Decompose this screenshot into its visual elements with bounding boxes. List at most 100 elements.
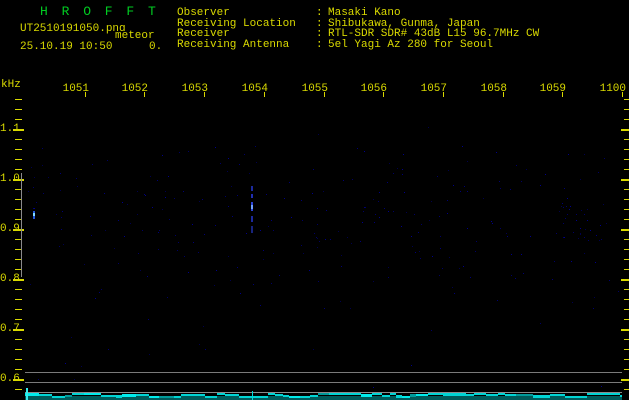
noise-pixel (232, 216, 233, 217)
noise-pixel (244, 154, 245, 155)
level-gridline (25, 372, 622, 373)
noise-pixel (317, 208, 318, 209)
x-tick (144, 92, 145, 97)
noise-pixel (324, 308, 325, 309)
noise-pixel (48, 177, 49, 178)
noise-pixel (227, 171, 228, 172)
noise-pixel (184, 256, 185, 257)
noise-pixel (323, 191, 324, 192)
noise-pixel (570, 206, 571, 207)
level-trace-segment (620, 395, 622, 397)
noise-pixel (448, 170, 449, 171)
noise-pixel (165, 197, 166, 198)
x-tick (443, 92, 444, 97)
noise-pixel (301, 245, 302, 246)
noise-pixel (475, 251, 476, 252)
noise-pixel (365, 207, 366, 208)
y-tick-major (13, 129, 24, 131)
y-tick-major (13, 279, 24, 281)
x-tick (85, 92, 86, 97)
x-tick-label: 1052 (121, 83, 148, 95)
y-tick-minor (624, 249, 629, 250)
noise-pixel (228, 206, 229, 207)
noise-pixel (515, 278, 516, 279)
noise-pixel (266, 194, 267, 195)
x-tick (622, 92, 623, 97)
noise-pixel (105, 230, 106, 231)
noise-pixel (326, 210, 327, 211)
noise-pixel (152, 207, 153, 208)
noise-pixel (246, 233, 247, 234)
level-trace-segment (239, 396, 254, 398)
info-label-2: Receiver (177, 28, 230, 41)
noise-pixel (411, 236, 412, 237)
noise-pixel (393, 211, 394, 212)
noise-pixel (317, 247, 318, 248)
noise-pixel (467, 161, 468, 162)
level-trace-segment (65, 395, 72, 397)
noise-pixel (428, 127, 429, 128)
noise-pixel (402, 169, 403, 170)
noise-pixel (497, 300, 498, 301)
level-trace-segment (254, 396, 268, 398)
y-tick-minor (15, 289, 22, 290)
noise-pixel (604, 158, 605, 159)
noise-pixel (563, 207, 564, 208)
noise-pixel (562, 203, 563, 204)
level-trace-segment (533, 395, 550, 398)
level-strip-fill (25, 396, 622, 400)
noise-pixel (90, 216, 91, 217)
noise-pixel (429, 220, 430, 221)
station-label: meteor (115, 30, 155, 42)
noise-pixel (576, 214, 577, 215)
noise-pixel (162, 155, 163, 156)
noise-pixel (414, 214, 415, 215)
noise-pixel (584, 154, 585, 155)
x-tick (324, 92, 325, 97)
y-tick-minor (624, 299, 629, 300)
noise-pixel (202, 199, 203, 200)
noise-pixel (169, 219, 170, 220)
noise-pixel (431, 201, 432, 202)
level-trace-segment (565, 396, 572, 398)
noise-pixel (388, 277, 389, 278)
noise-pixel (157, 180, 158, 181)
noise-pixel (587, 220, 588, 221)
level-trace-segment (455, 393, 466, 396)
level-trace-segment (474, 393, 486, 395)
x-tick (264, 92, 265, 97)
noise-pixel (188, 272, 189, 273)
noise-pixel (273, 230, 274, 231)
noise-pixel (144, 194, 145, 195)
noise-pixel (289, 182, 290, 183)
noise-pixel (464, 186, 465, 187)
noise-pixel (240, 293, 241, 294)
x-tick-label: 1059 (539, 83, 566, 95)
noise-pixel (521, 181, 522, 182)
noise-pixel (99, 292, 100, 293)
noise-pixel (449, 257, 450, 258)
noise-pixel (565, 218, 566, 219)
noise-pixel (566, 206, 567, 207)
noise-pixel (564, 237, 565, 238)
noise-pixel (580, 234, 581, 235)
y-tick-minor (624, 189, 629, 190)
y-tick-label: 0.9 (0, 223, 20, 235)
noise-pixel (228, 256, 229, 257)
noise-pixel (341, 266, 342, 267)
noise-pixel (402, 174, 403, 175)
level-trace-segment (382, 395, 390, 397)
noise-pixel (205, 349, 206, 350)
noise-pixel (122, 202, 123, 203)
noise-pixel (476, 241, 477, 242)
noise-pixel (552, 279, 553, 280)
level-trace-segment (486, 394, 498, 396)
noise-pixel (118, 220, 119, 221)
noise-pixel (563, 237, 564, 238)
noise-pixel (107, 160, 108, 161)
noise-pixel (220, 163, 221, 164)
level-trace-segment (225, 394, 239, 396)
noise-pixel (360, 241, 361, 242)
noise-pixel (330, 239, 331, 240)
noise-pixel (137, 191, 138, 192)
